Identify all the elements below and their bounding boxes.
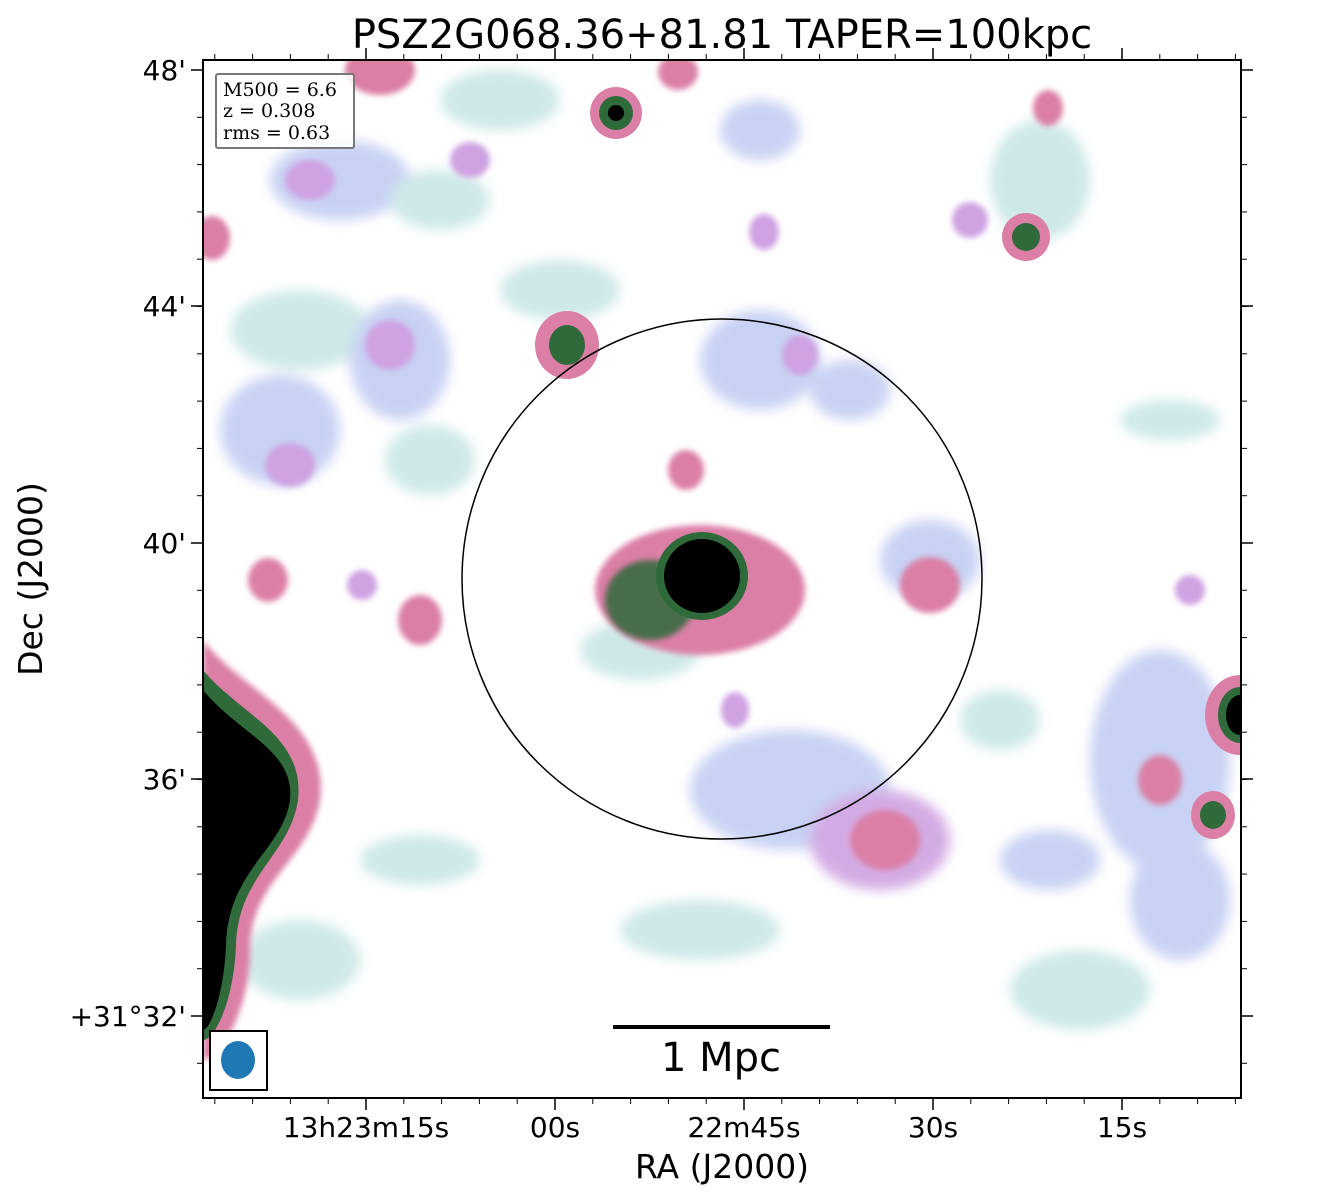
x-tick-label: 22m45s (687, 1111, 800, 1144)
y-tick-label: 36' (143, 763, 186, 796)
plot-frame (202, 59, 1242, 1099)
x-tick-label: 15s (1097, 1111, 1147, 1144)
x-axis-label: RA (J2000) (635, 1147, 809, 1186)
plot-title: PSZ2G068.36+81.81 TAPER=100kpc (352, 12, 1092, 58)
minor-ticks (197, 54, 1247, 1104)
redshift-text: z = 0.308 (223, 100, 315, 122)
scale-bar: 1 Mpc (613, 1025, 830, 1081)
mass-text: M500 = 6.6 (223, 79, 337, 101)
radio-image (203, 60, 1241, 1098)
bright-edge-source (203, 640, 321, 1060)
x-tick-label: 30s (908, 1111, 958, 1144)
rms-text: rms = 0.63 (223, 122, 330, 144)
y-axis-label: Dec (J2000) (11, 482, 50, 676)
y-tick-label: 48' (143, 54, 186, 87)
scale-bar-label: 1 Mpc (661, 1035, 781, 1081)
compact-sources (535, 87, 1241, 839)
r500-circle (461, 318, 983, 840)
y-tick-label: 40' (143, 527, 186, 560)
beam-indicator (209, 1030, 268, 1091)
info-box: M500 = 6.6 z = 0.308 rms = 0.63 (215, 73, 355, 149)
emission-blobs (203, 60, 1205, 870)
x-tick-label: 13h23m15s (283, 1111, 450, 1144)
central-source (595, 525, 805, 655)
y-tick-label: 44' (143, 290, 186, 323)
y-tick-label: +31°32' (70, 1000, 186, 1033)
x-tick-label: 00s (530, 1111, 580, 1144)
beam-ellipse (221, 1041, 255, 1079)
